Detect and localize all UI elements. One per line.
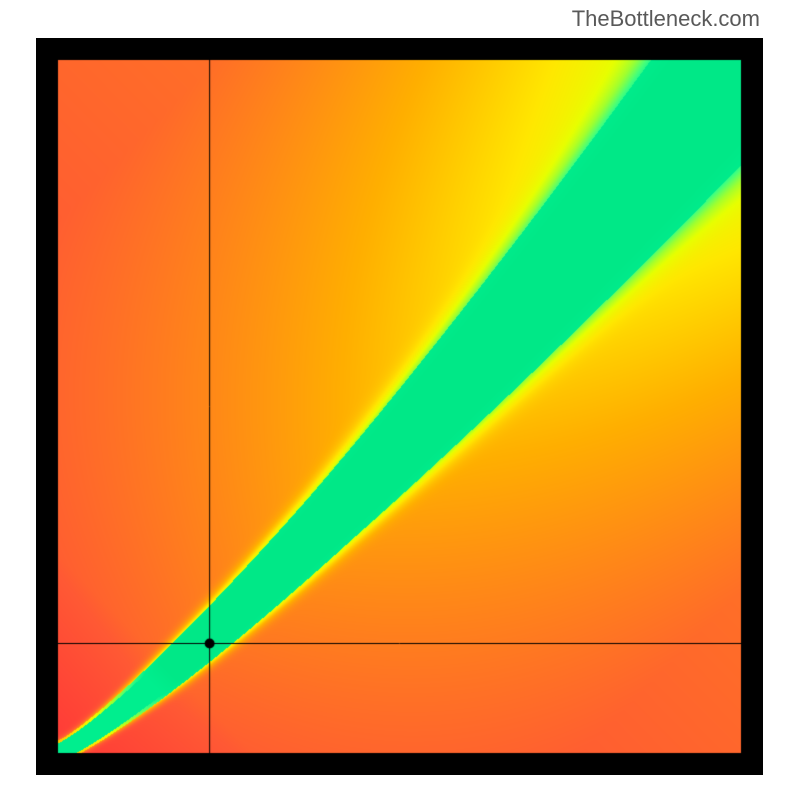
chart-container: TheBottleneck.com — [0, 0, 800, 800]
chart-frame — [36, 38, 763, 775]
attribution-text: TheBottleneck.com — [572, 6, 760, 32]
heatmap-canvas — [36, 38, 763, 775]
